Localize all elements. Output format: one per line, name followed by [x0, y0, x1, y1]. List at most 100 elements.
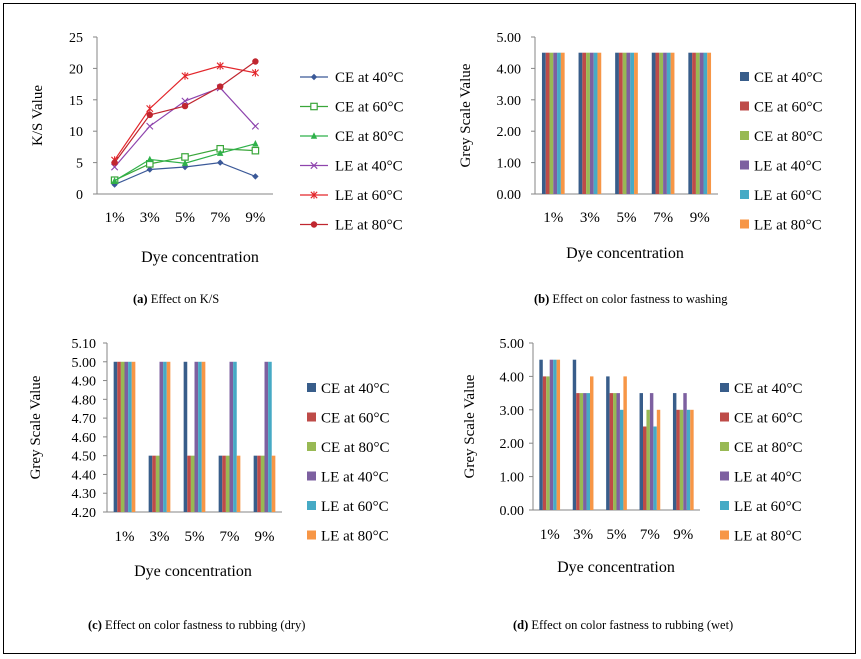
- bar: [271, 455, 276, 512]
- y-tick-label: 4.50: [72, 450, 97, 465]
- y-tick-label: 2.00: [497, 125, 522, 140]
- legend-label: CE at 60°C: [754, 100, 823, 116]
- y-tick-label: 3.00: [500, 404, 525, 419]
- data-point: [251, 68, 259, 77]
- bar: [236, 455, 241, 512]
- bar: [619, 409, 624, 510]
- data-point: [217, 159, 224, 166]
- legend-swatch: [740, 131, 749, 140]
- x-axis-title: Dye concentration: [141, 249, 259, 266]
- series-line-5: [114, 65, 256, 161]
- y-tick-label: 5.00: [72, 356, 97, 371]
- legend-label: CE at 40°C: [734, 381, 803, 397]
- bar: [253, 455, 258, 512]
- bar: [695, 52, 700, 195]
- y-axis-title: Grey Scale Value: [462, 374, 478, 478]
- bar: [539, 359, 543, 510]
- bar: [155, 455, 160, 512]
- x-axis-title: Dye concentration: [557, 559, 675, 576]
- figure-frame: [3, 3, 856, 654]
- bar: [113, 361, 118, 512]
- bar: [615, 52, 619, 195]
- bar: [676, 409, 680, 510]
- x-tick-label: 1%: [105, 210, 125, 226]
- legend-label: LE at 60°C: [321, 499, 389, 515]
- legend-swatch: [307, 412, 316, 422]
- x-tick-label: 3%: [573, 527, 593, 543]
- data-point: [111, 177, 118, 184]
- bar: [623, 376, 627, 510]
- legend-label: CE at 40°C: [754, 70, 823, 86]
- bar: [556, 359, 561, 510]
- legend-swatch: [720, 383, 729, 392]
- data-point: [217, 83, 224, 90]
- bar: [187, 455, 191, 512]
- y-tick-label: 2.00: [500, 437, 525, 452]
- legend-label: CE at 60°C: [321, 411, 390, 427]
- bar: [622, 52, 627, 195]
- bar: [683, 393, 687, 510]
- y-tick-label: 4.30: [72, 487, 97, 502]
- x-tick-label: 5%: [607, 527, 627, 543]
- x-tick-label: 9%: [255, 529, 275, 545]
- legend-swatch: [307, 471, 316, 481]
- bar: [613, 393, 617, 510]
- bar: [649, 393, 654, 510]
- bar: [578, 52, 583, 195]
- x-tick-label: 7%: [210, 210, 230, 226]
- data-point: [146, 155, 153, 163]
- y-tick-label: 5: [76, 157, 83, 172]
- bar: [639, 393, 643, 510]
- y-tick-label: 10: [69, 125, 83, 140]
- legend-marker: [310, 221, 318, 228]
- x-axis-title: Dye concentration: [134, 563, 252, 580]
- x-tick-label: 3%: [140, 210, 160, 226]
- panel-caption-text: Effect on K/S: [148, 292, 220, 306]
- bar: [670, 52, 675, 195]
- data-point: [181, 153, 189, 161]
- legend-label: LE at 40°C: [734, 470, 802, 486]
- bar: [583, 393, 587, 510]
- bar: [572, 359, 577, 510]
- panel-caption: (d) Effect on color fastness to rubbing …: [513, 618, 733, 632]
- bar: [268, 361, 272, 512]
- panel-letter: (c): [88, 618, 102, 632]
- bar: [120, 361, 125, 512]
- panel-letter: (d): [513, 618, 528, 632]
- bar: [159, 361, 164, 512]
- x-tick-label: 9%: [673, 527, 693, 543]
- bar: [260, 455, 265, 512]
- bar: [541, 52, 546, 195]
- y-tick-label: 1.00: [497, 157, 522, 172]
- panel-caption: (a) Effect on K/S: [133, 292, 219, 306]
- bar: [626, 52, 631, 195]
- legend-marker: [310, 132, 318, 139]
- x-tick-label: 1%: [540, 527, 560, 543]
- data-point: [181, 97, 189, 105]
- x-axis-title: Dye concentration: [566, 245, 684, 262]
- x-tick-label: 7%: [653, 210, 673, 226]
- panel-caption-text: Effect on color fastness to washing: [549, 292, 728, 306]
- bar: [131, 361, 136, 512]
- legend-label: LE at 40°C: [754, 159, 822, 175]
- bar: [593, 52, 598, 195]
- legend-swatch: [307, 501, 316, 510]
- y-tick-label: 25: [69, 31, 83, 46]
- bar: [117, 361, 121, 512]
- legend-swatch: [740, 160, 749, 170]
- legend-label: CE at 40°C: [335, 70, 404, 86]
- data-point: [217, 149, 224, 156]
- bar: [183, 361, 188, 512]
- legend-label: CE at 40°C: [321, 381, 390, 397]
- bar: [589, 52, 594, 195]
- x-tick-label: 3%: [580, 210, 600, 226]
- legend-label: CE at 80°C: [734, 440, 803, 456]
- legend-label: LE at 40°C: [335, 159, 403, 175]
- legend-label: LE at 60°C: [734, 499, 802, 515]
- bar: [225, 455, 230, 512]
- data-point: [251, 146, 260, 155]
- bar: [646, 409, 650, 510]
- bar: [590, 376, 594, 510]
- legend-label: CE at 80°C: [321, 440, 390, 456]
- legend-swatch: [307, 442, 316, 451]
